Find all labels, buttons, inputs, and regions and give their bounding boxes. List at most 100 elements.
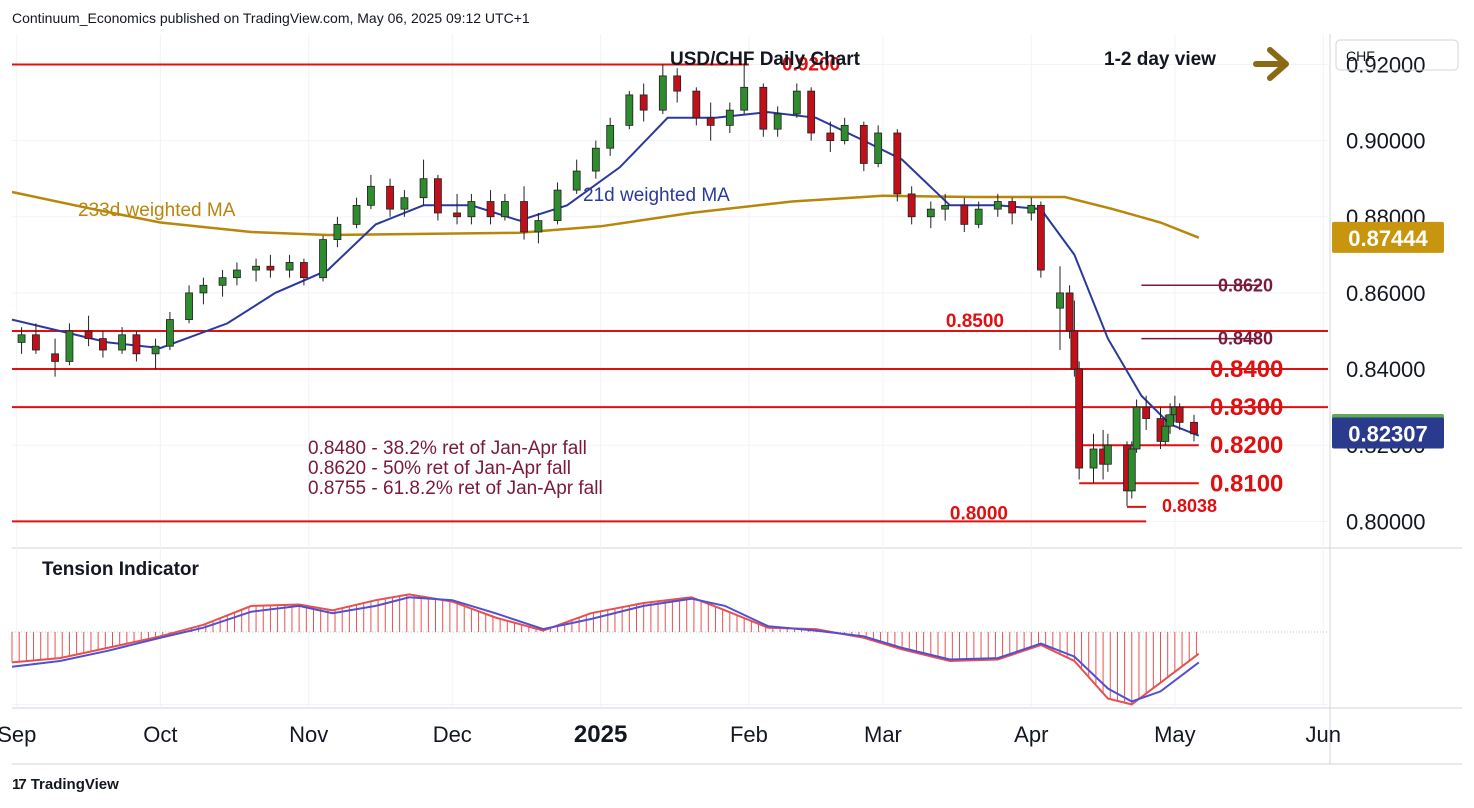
candle-body	[639, 94, 648, 111]
candle-body	[859, 124, 868, 164]
candle-body	[1142, 406, 1151, 419]
y-tick-label: 0.84000	[1346, 357, 1426, 382]
publisher-header: Continuum_Economics published on Trading…	[12, 10, 530, 26]
candle-body	[1008, 201, 1017, 214]
x-tick-label: Oct	[143, 722, 177, 747]
candle-body	[1089, 448, 1098, 469]
candle-body	[99, 338, 107, 351]
x-tick-label: Nov	[289, 722, 328, 747]
price-tag-label: 0.82307	[1348, 422, 1428, 447]
candle-body	[118, 334, 126, 351]
ma-21-line	[11, 111, 1200, 437]
candle-body	[534, 220, 543, 233]
tension-slow-line	[11, 596, 1200, 703]
candle-body	[706, 117, 715, 126]
candle-body	[1075, 368, 1084, 469]
candle-body	[467, 201, 476, 218]
candle-body	[333, 223, 342, 241]
candle-body	[1127, 448, 1136, 492]
x-tick-label: 2025	[574, 721, 627, 748]
candle-body	[941, 204, 950, 210]
level-label: 0.8400	[1210, 356, 1283, 383]
retracement-note: 0.8480 - 38.2% ret of Jan-Apr fall	[308, 438, 587, 459]
ma-233-line	[11, 190, 1200, 239]
candle-body	[486, 201, 495, 218]
candle-body	[1036, 204, 1045, 271]
tradingview-logo-mark: 17	[12, 776, 27, 793]
tradingview-logo-text: TradingView	[30, 776, 119, 793]
candle-body	[300, 262, 308, 279]
candle-body	[17, 334, 26, 343]
candle-body	[32, 334, 40, 351]
candle-body	[606, 124, 615, 149]
candle-body	[658, 75, 667, 111]
candle-body	[266, 265, 275, 271]
candle-body	[1070, 330, 1079, 370]
candle-body	[199, 284, 208, 294]
candle-body	[673, 75, 682, 92]
price-tag	[1332, 221, 1444, 253]
level-label: 0.8200	[1210, 432, 1283, 459]
level-label: 0.8620	[1218, 275, 1273, 295]
candle-body	[993, 201, 1002, 210]
candle-body	[51, 353, 59, 362]
candle-body	[1132, 406, 1141, 450]
level-label: 0.8300	[1210, 394, 1283, 421]
candle-body	[725, 109, 734, 126]
candle-body	[874, 132, 883, 164]
candle-body	[1175, 406, 1184, 423]
candle-body	[386, 185, 394, 210]
candle-body	[1103, 444, 1112, 465]
y-tick-label: 0.90000	[1346, 129, 1426, 154]
tradingview-logo[interactable]: 17 TradingView	[12, 776, 119, 793]
level-label: 0.9200	[782, 54, 840, 75]
ma-233-label: 233d weighted MA	[78, 200, 236, 221]
currency-box	[1335, 39, 1459, 71]
tension-indicator-label: Tension Indicator	[42, 559, 200, 580]
x-tick-label: May	[1154, 722, 1196, 747]
candle-body	[591, 147, 600, 172]
price-tag-label: 0.87444	[1348, 226, 1428, 251]
candle-body	[759, 86, 768, 130]
x-tick-label: Sep	[0, 722, 36, 747]
candle-body	[132, 334, 141, 355]
candle-body	[572, 170, 581, 191]
candle-body	[252, 265, 260, 271]
candle-body	[434, 178, 442, 214]
candle-body	[285, 262, 294, 271]
candle-body	[218, 277, 227, 286]
candle-body	[400, 197, 409, 210]
candle-body	[319, 239, 327, 279]
y-tick-label: 0.86000	[1346, 281, 1426, 306]
candle-body	[1166, 414, 1174, 427]
view-label: 1-2 day view	[1104, 49, 1216, 70]
candle-body	[740, 86, 749, 111]
candle-body	[1190, 421, 1198, 435]
candle-body	[840, 124, 849, 142]
y-tick-label: 0.92000	[1346, 52, 1426, 77]
candle-body	[166, 319, 174, 347]
ma-21-label: 21d weighted MA	[583, 185, 730, 206]
level-label: 0.8480	[1218, 329, 1273, 349]
candle-body	[151, 345, 160, 355]
retracement-note: 0.8755 - 61.8.2% ret of Jan-Apr fall	[308, 478, 603, 499]
x-tick-label: Dec	[433, 722, 472, 747]
candle-body	[553, 189, 562, 221]
candle-body	[1027, 204, 1036, 214]
candle-body	[419, 178, 428, 199]
level-label: 0.8000	[950, 503, 1008, 524]
candle-body	[773, 113, 782, 130]
candle-body	[1056, 292, 1064, 309]
candle-body	[65, 330, 74, 362]
chart-title: USD/CHF Daily Chart	[670, 49, 861, 70]
x-tick-label: Apr	[1014, 722, 1048, 747]
level-label: 0.8500	[946, 311, 1004, 332]
currency-label: CHF	[1346, 48, 1375, 64]
candle-body	[233, 269, 241, 279]
retracement-note: 0.8620 - 50% ret of Jan-Apr fall	[308, 458, 571, 479]
candle-body	[352, 204, 361, 225]
candle-body	[907, 193, 916, 218]
price-tag	[1332, 417, 1444, 449]
candle-body	[792, 90, 801, 115]
